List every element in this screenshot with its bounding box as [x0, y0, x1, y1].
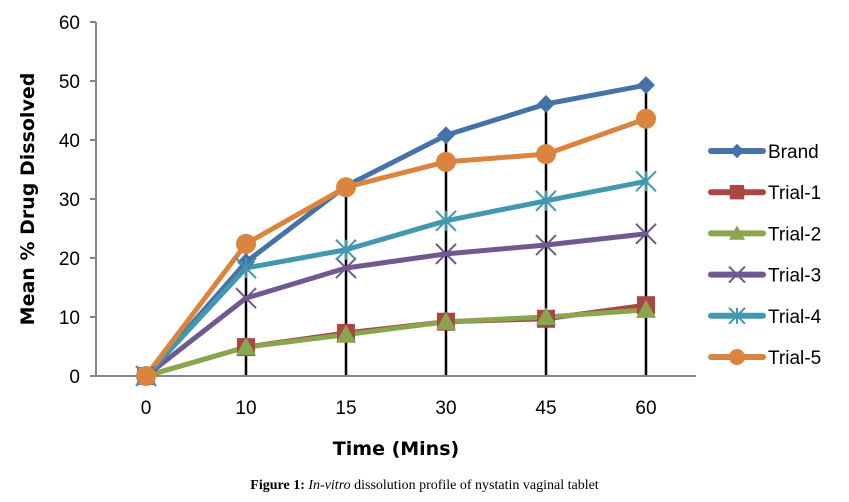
series-markers	[135, 76, 657, 387]
data-point-triangle	[336, 324, 356, 343]
series-line-trial-4	[143, 178, 649, 379]
data-point-diamond	[637, 76, 655, 95]
data-point-circle	[536, 144, 556, 165]
data-point-x	[435, 243, 457, 265]
y-axis-title: Mean % Drug Dissolved	[17, 73, 39, 326]
circle-marker	[236, 233, 256, 254]
x-axis-title: Time (Mins)	[333, 438, 459, 460]
data-point-x	[535, 234, 557, 256]
data-point-star	[435, 210, 457, 232]
triangle-marker	[436, 311, 456, 330]
data-point-diamond	[537, 95, 555, 114]
data-point-circle	[729, 349, 745, 365]
x-tick-label: 45	[535, 398, 556, 419]
legend-label: Trial-5	[768, 348, 821, 369]
legend-label: Trial-1	[768, 183, 821, 204]
x-tick-label: 10	[235, 398, 256, 419]
y-tick-label: 20	[59, 249, 80, 270]
triangle-marker	[336, 324, 356, 343]
x-marker-stroke	[435, 243, 457, 265]
x-marker-stroke	[235, 287, 257, 309]
circle-marker	[729, 349, 745, 365]
y-ticks: 0 10 20 30 40 50 60	[59, 13, 96, 388]
x-tick-label: 15	[335, 398, 356, 419]
data-point-circle	[636, 108, 656, 129]
data-point-circle	[336, 177, 356, 198]
x-marker-stroke	[335, 257, 357, 279]
legend-item-trial-4: Trial-4	[708, 307, 822, 328]
legend-item-trial-3: Trial-3	[708, 265, 821, 287]
y-tick-label: 30	[59, 190, 80, 211]
data-point-triangle	[436, 311, 456, 330]
series-line-trial-5	[143, 116, 649, 379]
x-tick-label: 0	[141, 398, 152, 419]
x-marker-stroke	[635, 223, 657, 245]
data-point-diamond	[437, 126, 455, 145]
caption-label: Figure 1:	[250, 478, 305, 493]
data-point-star	[235, 257, 257, 279]
diamond-marker	[637, 76, 655, 95]
data-point-star	[335, 239, 357, 261]
x-tick-label: 30	[435, 398, 456, 419]
y-tick-label: 50	[59, 72, 80, 93]
circle-marker	[436, 151, 456, 172]
x-ticks: 0 10 15 30 45 60	[141, 398, 657, 419]
square-marker	[729, 185, 745, 200]
triangle-marker	[536, 307, 556, 325]
series-lines	[143, 82, 649, 379]
circle-marker	[636, 108, 656, 129]
caption-text: dissolution profile of nystatin vaginal …	[350, 478, 599, 493]
diamond-marker	[537, 95, 555, 114]
data-point-circle	[136, 366, 156, 386]
data-point-x	[635, 223, 657, 245]
series-line-trial-2	[143, 307, 649, 379]
data-point-square	[729, 185, 745, 200]
legend-label: Trial-3	[768, 266, 821, 287]
legend-item-trial-2: Trial-2	[708, 224, 821, 245]
data-point-star	[635, 170, 657, 193]
y-tick-label: 0	[69, 367, 80, 388]
data-point-diamond	[729, 143, 745, 159]
series-line-brand	[143, 82, 649, 379]
circle-marker	[336, 177, 356, 198]
legend-label: Brand	[768, 142, 819, 163]
x-marker-stroke	[728, 265, 746, 284]
triangle-marker	[236, 337, 256, 356]
circle-marker	[136, 366, 156, 386]
data-point-star	[535, 190, 557, 212]
circle-marker	[536, 144, 556, 165]
legend-label: Trial-2	[768, 224, 821, 245]
diamond-marker	[437, 126, 455, 145]
data-point-triangle	[236, 337, 256, 356]
data-point-x	[728, 265, 746, 284]
data-point-circle	[236, 233, 256, 254]
data-point-x	[235, 287, 257, 309]
y-tick-label: 60	[59, 13, 80, 34]
triangle-marker	[636, 299, 656, 318]
legend-label: Trial-4	[768, 307, 822, 328]
data-point-triangle	[636, 299, 656, 318]
data-point-triangle	[729, 225, 745, 240]
line-chart: 0 10 20 30 40 50 60 0 10 15 30 45 60 Mean % Drug Di…	[17, 13, 822, 460]
data-point-triangle	[536, 307, 556, 325]
legend-item-trial-1: Trial-1	[708, 183, 821, 204]
data-point-x	[335, 257, 357, 279]
series-line-trial-3	[143, 231, 649, 379]
caption-italic: In-vitro	[308, 478, 351, 493]
diamond-marker	[729, 143, 745, 159]
legend-item-trial-5: Trial-5	[708, 348, 821, 369]
data-point-star	[728, 307, 746, 325]
figure-caption: Figure 1: In-vitro dissolution profile o…	[0, 478, 849, 494]
triangle-marker	[729, 225, 745, 240]
legend: Brand Trial-1 Trial-2 Trial-3 Trial-4 Trial-5	[708, 142, 822, 369]
legend-item-brand: Brand	[708, 142, 819, 163]
y-tick-label: 10	[59, 308, 80, 329]
data-point-circle	[436, 151, 456, 172]
y-tick-label: 40	[59, 131, 80, 152]
x-tick-label: 60	[635, 398, 656, 419]
x-marker-stroke	[535, 234, 557, 256]
